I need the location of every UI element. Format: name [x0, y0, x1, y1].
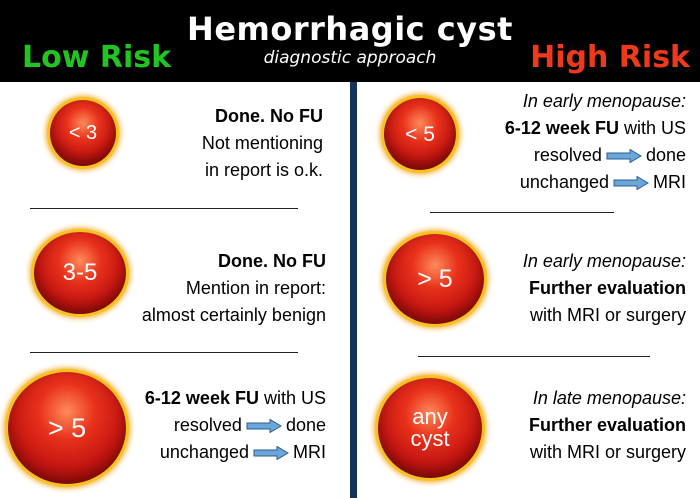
row-separator	[430, 212, 614, 213]
recommendation-emphasis: 6-12 week FU	[144, 388, 259, 408]
recommendation-text-part: unchanged	[519, 172, 609, 192]
high-risk-heading: High Risk	[530, 40, 690, 75]
recommendation-line: Further evaluation	[528, 278, 686, 298]
cyst-size-ball: 3-5	[34, 232, 126, 314]
row-separator	[418, 356, 650, 357]
right-arrow-icon	[253, 446, 289, 461]
cyst-size-ball: any cyst	[378, 378, 482, 478]
recommendation-text: In late menopause: Further evaluation wi…	[529, 385, 686, 466]
right-arrow-icon	[246, 419, 282, 434]
cyst-size-label: > 5	[47, 412, 87, 443]
recommendation-line: almost certainly benign	[141, 305, 326, 325]
page-subtitle: diagnostic approach	[263, 48, 437, 68]
recommendation-line: resolved done	[145, 412, 326, 439]
recommendation-line: In early menopause:	[522, 91, 686, 111]
recommendation-text-part: MRI	[653, 172, 686, 192]
recommendation-text-part: resolved	[173, 415, 242, 435]
cyst-size-ball: < 5	[384, 98, 456, 170]
recommendation-text: In early menopause: Further evaluation w…	[523, 248, 686, 329]
recommendation-line: in report is o.k.	[204, 160, 323, 180]
recommendation-line: In early menopause:	[522, 251, 686, 271]
right-arrow-icon	[606, 149, 642, 164]
recommendation-line: Done. No FU	[218, 251, 326, 271]
right-arrow-icon	[613, 176, 649, 191]
cyst-size-label: > 5	[417, 264, 453, 293]
header-bar: Hemorrhagic cyst diagnostic approach Low…	[0, 0, 700, 82]
low-risk-heading: Low Risk	[22, 40, 172, 75]
recommendation-line: Further evaluation	[528, 415, 686, 435]
recommendation-text-part: with US	[258, 388, 326, 408]
row-separator	[30, 208, 298, 209]
cyst-size-label: < 5	[405, 122, 435, 146]
recommendation-text: In early menopause: 6-12 week FU with US…	[505, 88, 686, 196]
column-divider	[350, 82, 357, 498]
recommendation-text: Done. No FU Mention in report: almost ce…	[142, 248, 326, 329]
recommendation-emphasis: 6-12 week FU	[504, 118, 619, 138]
recommendation-line: Mention in report:	[185, 278, 326, 298]
cyst-size-label-line: any	[412, 404, 448, 429]
recommendation-text-part: done	[645, 145, 686, 165]
recommendation-line: Not mentioning	[201, 133, 323, 153]
recommendation-text-part: with US	[618, 118, 686, 138]
cyst-size-ball: > 5	[386, 234, 484, 324]
recommendation-line: with MRI or surgery	[529, 442, 686, 462]
cyst-size-ball: < 3	[50, 100, 116, 166]
recommendation-line: resolved done	[505, 142, 686, 169]
recommendation-line: with MRI or surgery	[529, 305, 686, 325]
recommendation-line: unchanged MRI	[145, 439, 326, 466]
cyst-size-label: 3-5	[62, 259, 98, 286]
recommendation-line: Done. No FU	[215, 106, 323, 126]
recommendation-text-part: resolved	[533, 145, 602, 165]
cyst-size-ball: > 5	[8, 372, 126, 484]
recommendation-text: 6-12 week FU with US resolved done unchan…	[145, 385, 326, 466]
recommendation-line: 6-12 week FU with US	[145, 385, 326, 412]
recommendation-text-part: unchanged	[159, 442, 249, 462]
cyst-size-label-line: cyst	[410, 426, 450, 451]
row-separator	[30, 352, 298, 353]
recommendation-text: Done. No FU Not mentioning in report is …	[202, 103, 323, 184]
recommendation-line: In late menopause:	[532, 388, 686, 408]
recommendation-line: unchanged MRI	[505, 169, 686, 196]
cyst-size-label: < 3	[68, 122, 98, 144]
recommendation-line: 6-12 week FU with US	[505, 115, 686, 142]
page-title: Hemorrhagic cyst	[187, 10, 513, 48]
recommendation-text-part: done	[285, 415, 326, 435]
cyst-size-label: any cyst	[410, 406, 449, 450]
recommendation-text-part: MRI	[293, 442, 326, 462]
